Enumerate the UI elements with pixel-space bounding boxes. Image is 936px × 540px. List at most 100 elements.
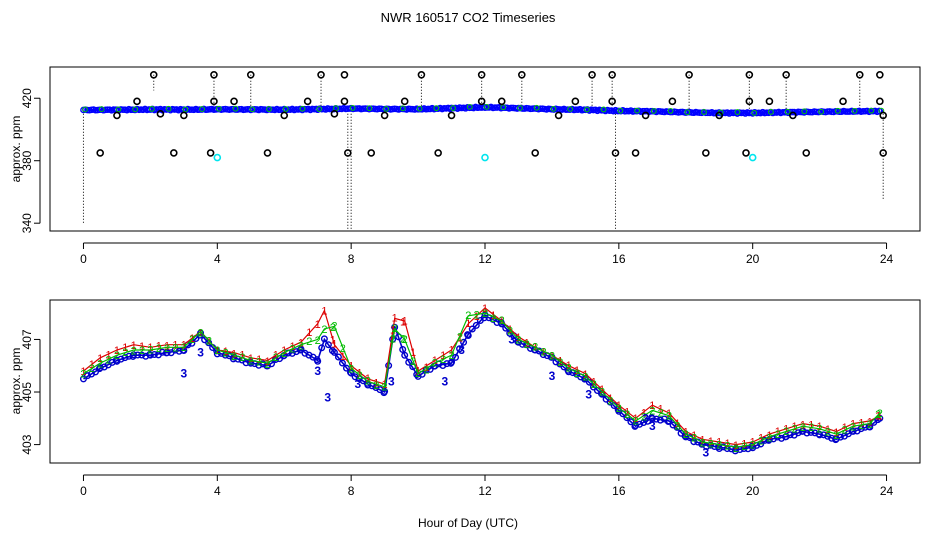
outlier-point bbox=[400, 97, 409, 106]
outlier-point bbox=[230, 97, 238, 106]
marker-label-3: 3 bbox=[458, 343, 465, 357]
marker-label-2: 2 bbox=[540, 347, 546, 359]
data-point bbox=[381, 387, 389, 395]
data-point bbox=[117, 355, 125, 363]
marker-label-1: 1 bbox=[402, 316, 408, 328]
x-tick-label: 16 bbox=[612, 252, 626, 266]
marker-label-1: 1 bbox=[457, 333, 463, 345]
data-point-series2 bbox=[366, 105, 373, 112]
data-point bbox=[395, 333, 403, 341]
marker-label-2: 2 bbox=[273, 352, 279, 364]
marker-label-3: 3 bbox=[355, 377, 362, 391]
x-tick-label: 0 bbox=[80, 484, 87, 498]
marker-label-2: 2 bbox=[708, 439, 714, 451]
marker-label-1: 1 bbox=[198, 327, 204, 339]
marker-label-1: 1 bbox=[365, 373, 371, 385]
y-tick-label: 340 bbox=[20, 213, 34, 233]
data-point bbox=[627, 418, 635, 426]
cyan-point bbox=[481, 153, 489, 162]
marker-label-2: 2 bbox=[775, 429, 781, 441]
marker-label-2: 2 bbox=[691, 433, 697, 445]
marker-label-3: 3 bbox=[549, 369, 556, 383]
marker-label-3: 3 bbox=[388, 375, 395, 389]
marker-label-2: 2 bbox=[356, 370, 362, 382]
marker-label-2: 2 bbox=[105, 355, 111, 367]
data-point bbox=[703, 443, 711, 451]
marker-label-2: 2 bbox=[624, 409, 630, 421]
data-point bbox=[175, 347, 183, 355]
outlier-point bbox=[477, 71, 486, 79]
marker-label-1: 1 bbox=[330, 334, 336, 346]
marker-label-1: 1 bbox=[633, 413, 639, 425]
outlier-point bbox=[210, 97, 218, 106]
data-point-series2 bbox=[416, 105, 423, 112]
marker-label-2: 2 bbox=[306, 336, 312, 348]
data-point bbox=[652, 415, 660, 423]
outlier-point bbox=[554, 111, 563, 120]
cyan-point bbox=[748, 153, 757, 162]
data-point-series2 bbox=[399, 105, 406, 112]
marker-label-2: 2 bbox=[281, 348, 287, 360]
marker-label-2: 2 bbox=[877, 408, 883, 420]
marker-label-2: 2 bbox=[410, 356, 416, 368]
marker-label-2: 2 bbox=[382, 382, 388, 394]
marker-label-1: 1 bbox=[139, 341, 145, 353]
data-point-series2 bbox=[383, 105, 390, 112]
y-tick-label: 380 bbox=[20, 150, 34, 170]
data-point bbox=[255, 361, 263, 369]
marker-label-2: 2 bbox=[725, 440, 731, 452]
marker-label-1: 1 bbox=[591, 376, 597, 388]
outlier-point bbox=[340, 71, 349, 79]
marker-label-2: 2 bbox=[290, 344, 296, 356]
marker-label-1: 1 bbox=[264, 356, 270, 368]
data-point-series2 bbox=[751, 109, 758, 116]
marker-label-1: 1 bbox=[356, 368, 362, 380]
outlier-point bbox=[879, 149, 887, 157]
marker-label-1: 1 bbox=[373, 377, 379, 389]
outlier-point bbox=[206, 149, 215, 157]
x-tick-label: 0 bbox=[80, 252, 87, 266]
data-point bbox=[820, 431, 828, 439]
marker-label-1: 1 bbox=[390, 324, 396, 336]
data-point-series2 bbox=[165, 105, 172, 112]
data-point bbox=[96, 364, 104, 372]
data-point-series2 bbox=[266, 106, 272, 112]
outlier-point bbox=[782, 71, 790, 79]
marker-label-2: 2 bbox=[239, 352, 245, 364]
marker-label-2: 2 bbox=[842, 424, 848, 436]
marker-label-3: 3 bbox=[197, 346, 204, 360]
marker-label-2: 2 bbox=[616, 403, 622, 415]
marker-label-1: 1 bbox=[566, 360, 572, 372]
marker-label-1: 1 bbox=[833, 427, 839, 439]
data-point-series2 bbox=[801, 108, 808, 115]
marker-label-2: 2 bbox=[825, 426, 831, 438]
outlier-point bbox=[96, 149, 104, 157]
marker-label-2: 2 bbox=[574, 368, 580, 380]
data-point-series2 bbox=[684, 109, 691, 116]
outlier-point bbox=[876, 97, 884, 106]
x-tick-label: 24 bbox=[880, 252, 894, 266]
marker-label-2: 2 bbox=[415, 368, 421, 380]
outlier-point bbox=[330, 110, 339, 118]
outlier-point bbox=[210, 71, 218, 79]
y-axis-label: approx. ppm bbox=[9, 348, 23, 415]
marker-label-2: 2 bbox=[716, 439, 722, 451]
marker-label-1: 1 bbox=[875, 411, 881, 423]
marker-label-2: 2 bbox=[532, 341, 538, 353]
data-point bbox=[213, 350, 221, 358]
data-point-series2 bbox=[768, 109, 774, 115]
marker-label-2: 2 bbox=[599, 386, 605, 398]
data-point-series2 bbox=[182, 106, 189, 113]
marker-label-1: 1 bbox=[808, 419, 814, 431]
marker-label-2: 2 bbox=[122, 347, 128, 359]
data-point bbox=[83, 372, 91, 380]
outlier-point bbox=[113, 111, 121, 120]
marker-label-1: 1 bbox=[549, 350, 555, 362]
marker-label-1: 1 bbox=[474, 311, 480, 323]
outlier-point bbox=[611, 149, 620, 157]
marker-label-2: 2 bbox=[817, 424, 823, 436]
data-point bbox=[342, 364, 350, 372]
marker-label-2: 2 bbox=[499, 315, 505, 327]
data-point bbox=[121, 354, 129, 362]
